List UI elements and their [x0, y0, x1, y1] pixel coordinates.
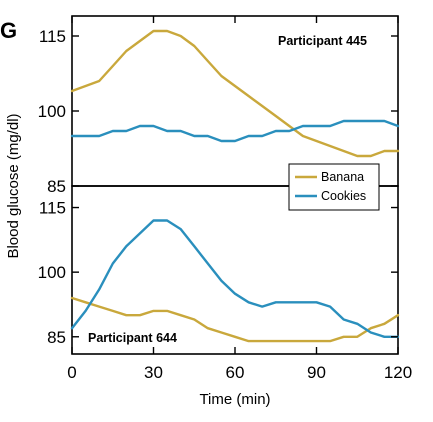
y-axis-title: Blood glucose (mg/dl) — [5, 113, 22, 258]
x-tick-label-60: 60 — [226, 363, 245, 382]
legend-label-banana: Banana — [321, 170, 364, 184]
top-y-ticks: 85 100 115 — [38, 16, 399, 196]
top-y-tick-label-115: 115 — [39, 27, 66, 46]
x-tick-label-0: 0 — [67, 363, 76, 382]
bottom-y-ticks: 85 100 115 — [38, 199, 398, 347]
top-y-tick-label-85: 85 — [47, 177, 66, 196]
top-participant-label: Participant 445 — [278, 34, 367, 48]
top-y-tick-label-100: 100 — [38, 102, 66, 121]
x-axis-title: Time (min) — [199, 391, 270, 408]
legend: Banana Cookies — [288, 163, 380, 211]
bottom-participant-label: Participant 644 — [88, 331, 177, 345]
panel-letter: G — [0, 18, 17, 43]
bottom-plot-frame — [71, 185, 399, 355]
top-series-banana — [70, 29, 400, 158]
x-tick-label-90: 90 — [307, 363, 326, 382]
bottom-series-banana — [70, 296, 400, 343]
bottom-panel: 85 100 115 0 30 60 90 120 Participant 644 — [38, 185, 412, 382]
bottom-y-tick-label-100: 100 — [38, 263, 66, 282]
bottom-series-cookies — [70, 219, 400, 338]
bottom-y-tick-label-115: 115 — [39, 199, 66, 218]
legend-label-cookies: Cookies — [321, 189, 366, 203]
top-series-cookies — [70, 119, 400, 143]
bottom-series-group — [70, 219, 400, 343]
bottom-y-tick-label-85: 85 — [47, 328, 66, 347]
x-tick-label-120: 120 — [384, 363, 412, 382]
legend-box — [288, 163, 380, 211]
bottom-x-ticks: 0 30 60 90 120 — [67, 347, 412, 382]
top-series-group — [70, 29, 400, 158]
x-tick-label-30: 30 — [144, 363, 163, 382]
